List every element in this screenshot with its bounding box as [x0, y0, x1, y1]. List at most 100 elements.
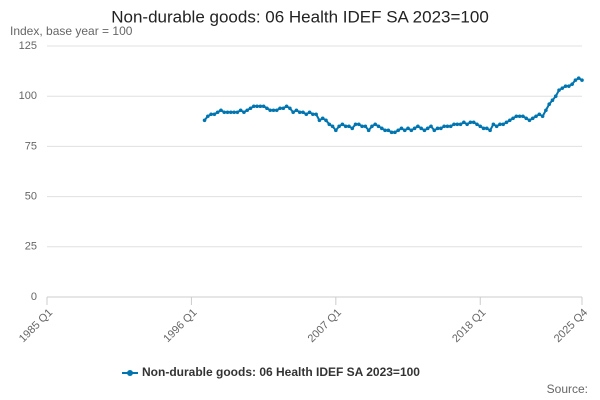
data-point [301, 110, 305, 115]
y-tick-label: 125 [19, 40, 37, 52]
data-point [235, 110, 240, 115]
legend-marker [127, 370, 133, 376]
data-point [271, 108, 276, 113]
data-point [547, 102, 551, 107]
data-point [557, 88, 561, 92]
data-point [419, 126, 423, 131]
y-axis-label: Index, base year = 100 [10, 24, 133, 38]
data-point [412, 126, 417, 131]
data-point [219, 108, 223, 113]
x-tick-label: 2025 Q4 [552, 307, 590, 345]
data-point [550, 98, 555, 103]
data-point [245, 108, 250, 113]
data-point [288, 106, 292, 111]
legend-label: Non-durable goods: 06 Health IDEF SA 202… [142, 365, 420, 379]
y-tick-label: 75 [25, 140, 37, 152]
y-tick-label: 25 [25, 241, 37, 253]
data-point [530, 116, 535, 121]
data-point [209, 112, 213, 117]
data-point [521, 114, 525, 119]
data-point [229, 110, 233, 115]
y-tick-label: 50 [25, 191, 37, 203]
data-point [553, 94, 558, 98]
data-point [274, 108, 279, 113]
data-point [383, 128, 387, 133]
data-point [544, 108, 548, 113]
data-point [324, 118, 328, 123]
data-point [580, 78, 584, 82]
data-point [504, 120, 509, 125]
data-point [291, 110, 295, 115]
data-point [507, 118, 512, 123]
y-tick-label: 100 [19, 90, 37, 102]
data-point [560, 86, 565, 90]
data-point [281, 106, 286, 111]
data-point [353, 122, 358, 127]
data-point [465, 122, 469, 127]
data-point [347, 124, 351, 129]
data-point [491, 122, 496, 127]
data-point [294, 108, 299, 113]
data-point [225, 110, 230, 115]
data-point [396, 128, 400, 133]
y-tick-label: 0 [31, 291, 37, 303]
data-point [317, 118, 322, 123]
chart-title: Non-durable goods: 06 Health IDEF SA 202… [111, 7, 489, 26]
data-point [494, 124, 499, 129]
data-point [452, 122, 456, 127]
data-point [406, 126, 410, 131]
data-point [576, 76, 581, 80]
data-point [206, 114, 210, 119]
x-tick-label: 2018 Q1 [450, 307, 488, 345]
x-tick-label: 1996 Q1 [161, 307, 199, 345]
data-point [501, 122, 506, 127]
data-point [534, 114, 538, 119]
data-point [314, 112, 318, 117]
data-point [238, 108, 243, 113]
data-point [376, 124, 381, 129]
data-point [343, 124, 348, 129]
data-point [202, 118, 207, 123]
x-tick-label: 2007 Q1 [306, 307, 344, 345]
data-point [278, 106, 282, 111]
data-point [334, 128, 338, 133]
data-point [422, 128, 427, 133]
data-point [498, 122, 502, 127]
data-point [215, 110, 220, 115]
data-point [222, 110, 227, 115]
data-point [425, 126, 430, 131]
data-point [327, 122, 332, 127]
data-point [304, 112, 309, 117]
data-point [212, 112, 217, 117]
data-point [370, 124, 374, 129]
data-point [429, 124, 433, 129]
data-point [511, 116, 515, 121]
data-point [399, 126, 404, 131]
data-point [251, 104, 256, 109]
data-point [232, 110, 236, 115]
data-point [527, 118, 532, 123]
data-point [350, 126, 355, 131]
data-point [393, 130, 397, 135]
data-point [389, 130, 394, 135]
data-point [478, 124, 483, 129]
data-point [567, 84, 571, 88]
data-point [366, 128, 371, 133]
data-point [284, 104, 289, 109]
data-point [360, 124, 364, 129]
data-point [458, 122, 463, 127]
data-point [307, 110, 312, 115]
data-point [386, 128, 391, 133]
data-point [337, 124, 341, 129]
data-point [517, 114, 522, 119]
data-point [468, 120, 473, 125]
data-point [255, 104, 259, 109]
data-point [416, 124, 420, 129]
data-point [448, 124, 453, 129]
data-point [481, 126, 486, 131]
data-point [373, 122, 378, 127]
data-point [357, 122, 361, 127]
data-point [320, 116, 325, 121]
data-point [439, 126, 443, 131]
data-point [573, 78, 578, 82]
